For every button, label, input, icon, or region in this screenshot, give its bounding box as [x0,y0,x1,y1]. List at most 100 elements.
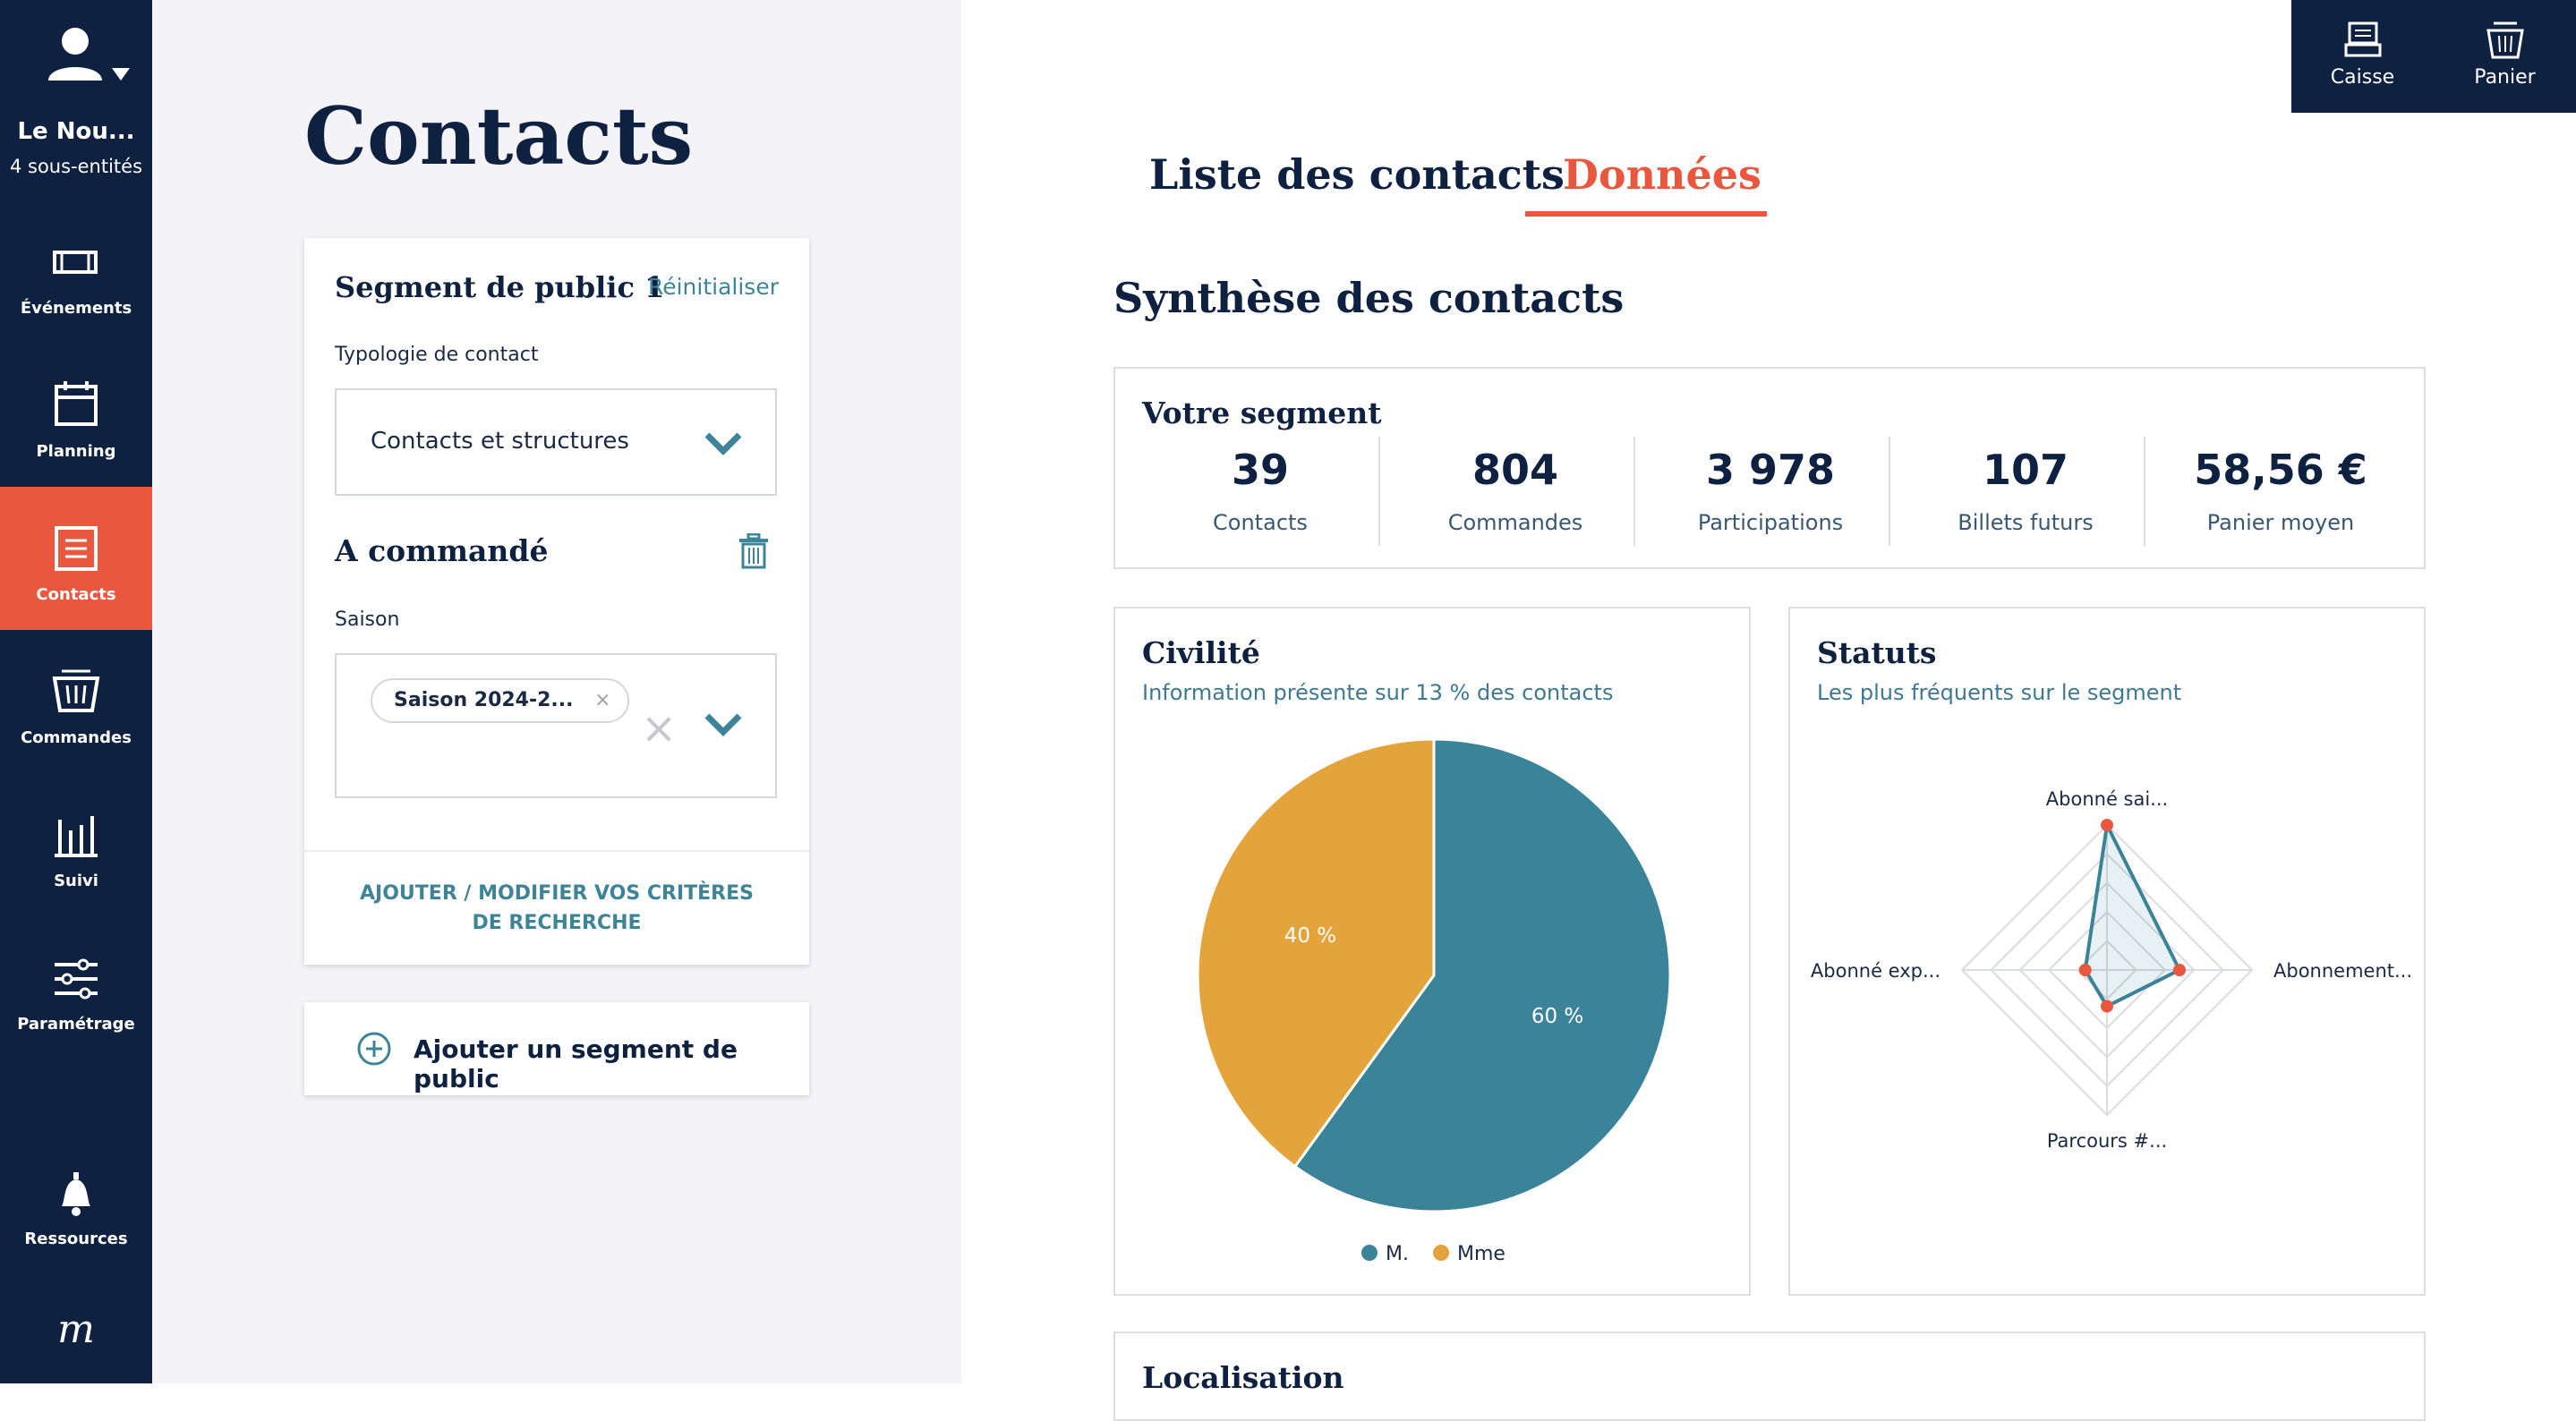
radar-point[interactable] [2101,1000,2113,1013]
civility-card: Civilité Information présente sur 13 % d… [1113,607,1751,1296]
stat-future-tickets: 107 Billets futurs [1898,437,2153,548]
segment-title: Segment de public 1 [335,270,665,304]
stat-divider [1378,437,1380,546]
tab-data[interactable]: Données [1563,150,1761,199]
legend-label: Mme [1457,1243,1506,1265]
basket-icon [52,669,100,712]
radar-point[interactable] [2173,964,2186,976]
legend-marker [1361,1245,1378,1261]
radar-series-area [2083,819,2182,1009]
sidebar-item-label: Paramétrage [17,1015,135,1034]
statuses-title: Statuts [1817,635,1937,670]
active-tab-indicator [1525,211,1767,217]
segment-stats: Votre segment 39 Contacts 804 Commandes … [1113,367,2426,569]
stat-value: 107 [1982,446,2069,494]
stat-value: 3 978 [1705,446,1836,494]
sidebar-item-tracking[interactable]: Suivi [0,773,152,916]
season-multiselect[interactable]: Saison 2024-2... × × [335,653,777,798]
clear-icon[interactable]: × [641,703,678,753]
sidebar-item-label: Suivi [54,872,98,890]
pie-value-label: 40 % [1284,924,1336,948]
trash-icon[interactable] [738,533,770,569]
pie-slice-m[interactable] [1292,737,1672,1213]
add-segment-button[interactable]: Ajouter un segment de public [304,1002,809,1095]
sliders-icon [55,958,98,1000]
sidebar-item-events[interactable]: Événements [0,200,152,344]
radar-axis-label: Abonnement... [2273,960,2412,982]
localisation-card: Localisation [1113,1332,2426,1421]
localisation-title: Localisation [1142,1360,1344,1395]
sidebar: Le Nou... 4 sous-entités Événements Plan… [0,0,152,1383]
card-footer: AJOUTER / MODIFIER VOS CRITÈRES DE RECHE… [304,850,809,965]
user-avatar-icon [48,28,102,81]
calendar-icon [55,381,98,426]
add-criteria-link[interactable]: AJOUTER / MODIFIER VOS CRITÈRES DE RECHE… [360,882,754,934]
stat-value: 39 [1231,446,1289,494]
tab-contacts-list[interactable]: Liste des contacts [1149,150,1565,199]
stat-label: Billets futurs [1958,510,2094,535]
pie-slice-mme[interactable] [1196,737,1436,1169]
typology-label: Typologie de contact [335,344,539,366]
sidebar-item-label: Événements [20,299,132,318]
basket-icon [2486,21,2524,59]
stat-label: Commandes [1447,510,1583,535]
org-subentities: 4 sous-entités [9,156,143,177]
radar-axis-label: Abonné sai... [2046,788,2168,810]
segment-card: Segment de public 1 Réinitialiser Typolo… [304,238,809,965]
stat-contacts: 39 Contacts [1133,437,1387,548]
org-name: Le Nou... [17,118,135,145]
cashier-button[interactable]: Caisse [2291,0,2434,113]
civility-title: Civilité [1142,635,1260,670]
stat-divider [1633,437,1635,546]
cart-label: Panier [2474,66,2536,89]
sidebar-item-resources[interactable]: Ressources [0,1131,152,1274]
radar-point[interactable] [2078,964,2092,976]
season-chip: Saison 2024-2... × [371,678,629,723]
topbar-actions: Caisse Panier [2291,0,2576,113]
stat-participations: 3 978 Participations [1643,437,1898,548]
stat-value: 58,56 € [2194,446,2367,494]
chip-remove-icon[interactable]: × [594,689,611,711]
reset-link[interactable]: Réinitialiser [647,274,779,300]
sidebar-item-contacts[interactable]: Contacts [0,487,152,630]
radar-axis-label: Parcours #... [2047,1130,2167,1152]
statuses-radar-chart: Abonné sai... Abonnement... Parcours #... A… [1811,788,2412,1152]
add-segment-label: Ajouter un segment de public [414,1034,738,1093]
cashier-label: Caisse [2330,66,2395,89]
page-title: Contacts [304,89,694,183]
sidebar-item-label: Ressources [24,1230,128,1248]
pie-value-label: 60 % [1531,1005,1583,1028]
sidebar-item-settings[interactable]: Paramétrage [0,916,152,1059]
legend-label: M. [1386,1243,1409,1265]
cash-register-icon [2344,21,2382,57]
typology-select[interactable]: Contacts et structures [335,388,777,496]
stats-title: Votre segment [1142,396,1382,430]
contacts-icon [55,526,98,571]
app-logo: m [57,1306,95,1352]
chevron-down-icon[interactable] [704,431,743,456]
section-title: Synthèse des contacts [1113,274,1625,322]
radar-axis-label: Abonné exp... [1811,960,1941,982]
legend-marker [1433,1245,1449,1261]
sidebar-item-label: Contacts [36,585,116,604]
stat-orders: 804 Commandes [1388,437,1642,548]
sidebar-item-orders[interactable]: Commandes [0,630,152,773]
cart-button[interactable]: Panier [2434,0,2576,113]
season-chip-label: Saison 2024-2... [394,689,574,711]
stat-value: 804 [1471,446,1559,494]
statuses-subtitle: Les plus fréquents sur le segment [1817,680,2182,705]
season-label: Saison [335,608,400,631]
civility-pie-chart: 60 % 40 % M. Mme [1196,737,1672,1265]
typology-value: Contacts et structures [371,428,629,455]
stat-label: Contacts [1213,510,1308,535]
sidebar-item-planning[interactable]: Planning [0,344,152,487]
radar-point[interactable] [2101,819,2113,831]
bell-icon [62,1172,90,1216]
bar-chart-icon [55,816,98,857]
sidebar-item-label: Planning [36,442,116,461]
org-switcher[interactable]: Le Nou... 4 sous-entités [0,0,152,197]
chevron-down-icon[interactable] [704,712,743,737]
stat-divider [2144,437,2145,546]
ticket-icon [53,251,98,274]
chevron-down-icon [112,68,130,81]
